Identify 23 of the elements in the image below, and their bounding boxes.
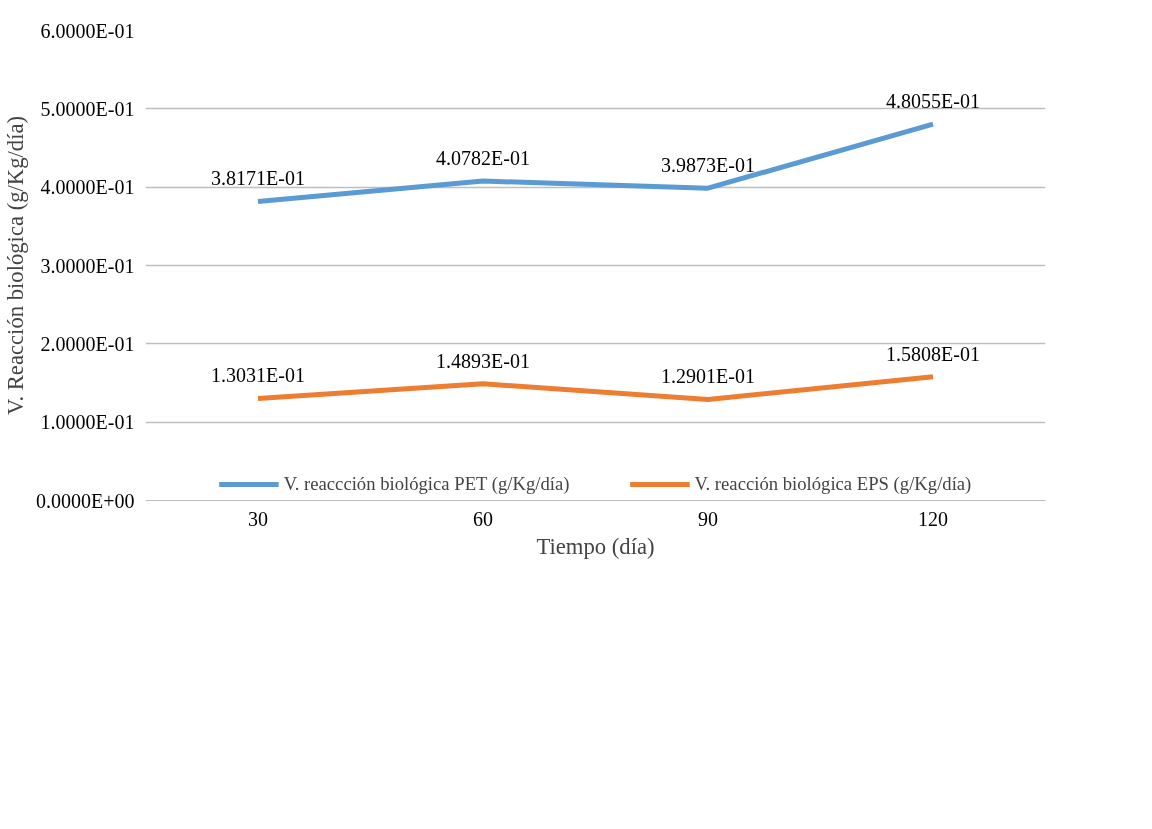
data-label: 1.5808E-01 bbox=[886, 342, 980, 365]
x-tick-label: 120 bbox=[918, 507, 948, 530]
legend-label: V. reacción biológica EPS (g/Kg/día) bbox=[694, 473, 972, 495]
x-axis-title: Tiempo (día) bbox=[536, 533, 655, 559]
data-label: 3.8171E-01 bbox=[211, 167, 305, 190]
data-label: 1.4893E-01 bbox=[436, 349, 530, 372]
x-tick-label: 60 bbox=[473, 507, 493, 530]
y-axis-title: V. Reacción biológica (g/Kg/día) bbox=[3, 115, 28, 416]
y-tick-label: 2.0000E-01 bbox=[40, 332, 135, 355]
y-tick-label: 4.0000E-01 bbox=[40, 176, 135, 199]
y-tick-label: 0.0000E+00 bbox=[36, 489, 135, 512]
x-tick-label: 90 bbox=[698, 507, 718, 530]
x-tick-label: 30 bbox=[248, 507, 268, 530]
y-tick-label: 1.0000E-01 bbox=[40, 411, 135, 434]
legend-label: V. reaccción biológica PET (g/Kg/día) bbox=[283, 473, 570, 495]
y-tick-label: 5.0000E-01 bbox=[40, 97, 135, 120]
data-label: 1.3031E-01 bbox=[211, 364, 305, 387]
data-label: 4.8055E-01 bbox=[886, 90, 980, 113]
data-label: 1.2901E-01 bbox=[661, 365, 755, 388]
data-label: 4.0782E-01 bbox=[436, 147, 530, 170]
y-tick-label: 6.0000E-01 bbox=[40, 19, 135, 42]
data-label: 3.9873E-01 bbox=[661, 154, 755, 177]
y-tick-label: 3.0000E-01 bbox=[40, 254, 135, 277]
